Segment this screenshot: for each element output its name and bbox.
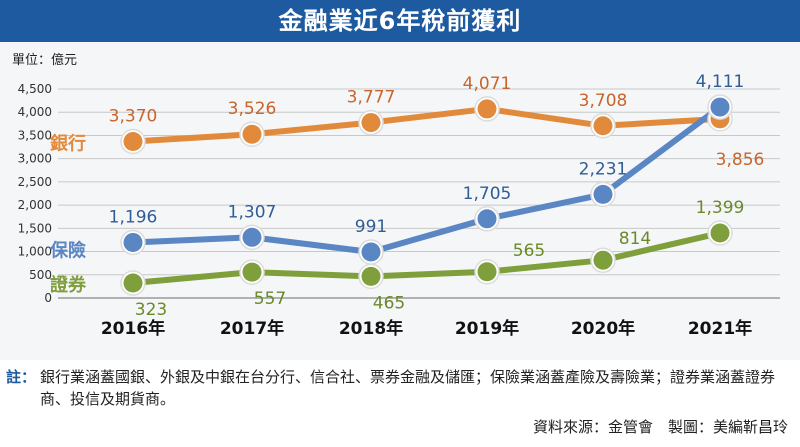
- x-tick-label: 2016年: [101, 318, 165, 339]
- data-point: [123, 232, 143, 252]
- line-chart: 單位：億元 0 500 1,000 1,500 2,000 2,500 3,000 3,500…: [12, 52, 780, 339]
- data-label: 565: [513, 241, 545, 261]
- data-label: 1,399: [696, 198, 745, 218]
- y-axis-ticks: 0 500 1,000 1,500 2,000 2,500 3,000 3,500 4,000 4…: [18, 82, 52, 305]
- data-label: 4,071: [463, 74, 512, 94]
- series-name-label: 證券: [50, 274, 87, 296]
- y-tick-label: 2,500: [18, 175, 52, 189]
- data-point: [477, 262, 497, 282]
- x-axis-ticks: 2016年 2017年 2018年 2019年 2020年 2021年: [101, 318, 752, 339]
- data-point: [123, 273, 143, 293]
- y-tick-label: 1,500: [18, 221, 52, 235]
- y-tick-label: 4,500: [18, 82, 52, 96]
- data-point: [361, 113, 381, 133]
- data-label: 465: [373, 293, 405, 313]
- y-tick-label: 1,000: [18, 245, 52, 259]
- data-label: 3,856: [716, 150, 765, 170]
- data-point: [477, 99, 497, 119]
- series-name-label: 銀行: [50, 132, 86, 154]
- data-label: 3,777: [347, 88, 396, 108]
- data-label: 557: [254, 289, 286, 309]
- y-tick-label: 3,500: [18, 128, 52, 142]
- data-label: 1,196: [109, 207, 158, 227]
- data-label: 3,526: [228, 99, 277, 119]
- x-tick-label: 2021年: [688, 318, 752, 339]
- y-tick-label: 0: [44, 291, 52, 305]
- data-point: [593, 250, 613, 270]
- data-labels: 3,370 3,526 3,777 4,071 3,708 3,856 1,196 1,307…: [109, 72, 765, 320]
- x-tick-label: 2017年: [220, 318, 284, 339]
- series-line: [130, 104, 723, 255]
- data-point: [477, 209, 497, 229]
- data-label: 814: [619, 229, 651, 249]
- data-point: [242, 262, 262, 282]
- data-label: 2,231: [579, 159, 628, 179]
- series-name-label: 保險: [49, 239, 86, 261]
- y-tick-label: 3,000: [18, 152, 52, 166]
- y-tick-label: 500: [29, 268, 52, 282]
- y-tick-label: 2,000: [18, 198, 52, 212]
- data-label: 991: [355, 217, 387, 237]
- series-points: [120, 94, 733, 296]
- data-label: 4,111: [696, 72, 745, 92]
- data-label: 323: [135, 300, 167, 320]
- footnote-area: 註： 銀行業涵蓋國銀、外銀及中銀在台分行、信合社、票券金融及儲匯；保險業涵蓋產險…: [0, 360, 800, 447]
- source-credit: 資料來源：金管會 製圖：美編靳昌玲: [532, 418, 788, 436]
- series-line: [130, 105, 723, 145]
- data-point: [242, 227, 262, 247]
- note-text: 銀行業涵蓋國銀、外銀及中銀在台分行、信合社、票券金融及儲匯；保險業涵蓋產險及壽險…: [40, 368, 776, 408]
- data-label: 3,708: [579, 91, 628, 111]
- data-point: [361, 266, 381, 286]
- data-point: [593, 116, 613, 136]
- data-label: 1,705: [463, 184, 512, 204]
- unit-label: 單位：億元: [12, 52, 77, 68]
- data-point: [710, 223, 730, 243]
- data-point: [710, 97, 730, 117]
- series-lines: [130, 104, 723, 286]
- note-label: 註：: [6, 368, 37, 386]
- x-tick-label: 2019年: [455, 318, 519, 339]
- gridlines: [58, 88, 780, 299]
- data-point: [593, 184, 613, 204]
- data-point: [242, 124, 262, 144]
- data-label: 1,307: [228, 202, 277, 222]
- chart-area: [0, 42, 800, 360]
- data-point: [123, 131, 143, 151]
- y-tick-label: 4,000: [18, 105, 52, 119]
- x-tick-label: 2018年: [339, 318, 403, 339]
- series-line: [130, 230, 723, 286]
- chart-title: 金融業近6年稅前獲利: [0, 0, 800, 42]
- data-point: [361, 242, 381, 262]
- data-label: 3,370: [109, 106, 158, 126]
- x-tick-label: 2020年: [571, 318, 635, 339]
